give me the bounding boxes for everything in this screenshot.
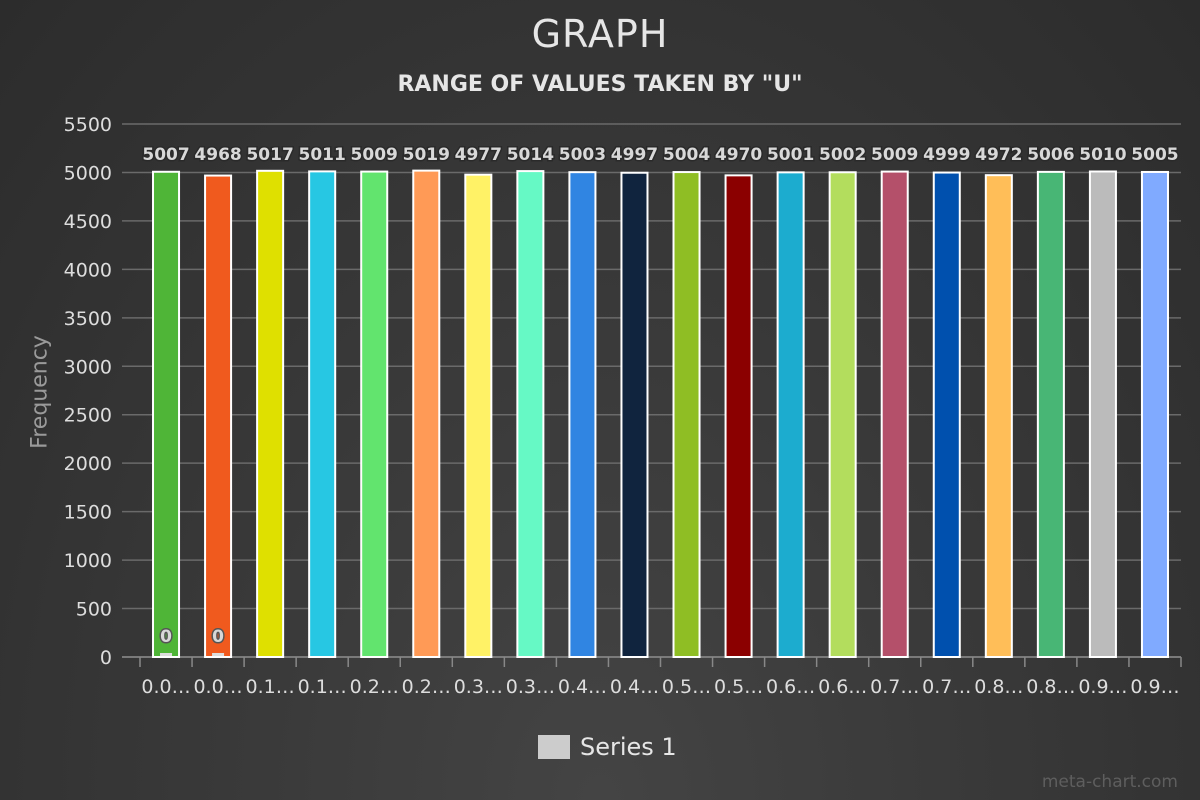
- y-tick-label: 3000: [64, 356, 112, 378]
- y-tick-label: 2500: [64, 405, 112, 427]
- data-label: 5009: [351, 145, 398, 165]
- data-label: 5005: [1131, 145, 1178, 165]
- bar: [464, 173, 493, 659]
- y-tick-label: 1000: [64, 550, 112, 572]
- y-tick-label: 2000: [64, 453, 112, 475]
- legend-swatch: [538, 735, 570, 759]
- x-tick-label: 0.4…: [610, 676, 659, 698]
- x-tick-label: 0.6…: [766, 676, 815, 698]
- y-tick-label: 5000: [64, 162, 112, 184]
- x-tick-label: 0.3…: [454, 676, 503, 698]
- bar: [1036, 170, 1065, 659]
- x-tick-label: 0.9…: [1130, 676, 1179, 698]
- data-label: 5014: [507, 145, 554, 165]
- x-tick-label: 0.0…: [193, 676, 242, 698]
- data-label: 5006: [1027, 145, 1074, 165]
- data-label: 5003: [559, 145, 606, 165]
- bar: [724, 174, 753, 658]
- x-tick-label: 0.8…: [1026, 676, 1075, 698]
- data-label: 5002: [819, 145, 866, 165]
- y-tick-label: 4000: [64, 259, 112, 281]
- zero-marker: [212, 653, 225, 656]
- x-tick-label: 0.1…: [298, 676, 347, 698]
- data-label: 4970: [715, 145, 762, 165]
- zero-data-label: 0: [212, 627, 224, 647]
- bar: [828, 171, 857, 658]
- watermark: meta-chart.com: [1041, 772, 1178, 792]
- x-tick-label: 0.2…: [402, 676, 451, 698]
- x-tick-label: 0.6…: [818, 676, 867, 698]
- x-tick-label: 0.5…: [714, 676, 763, 698]
- x-tick-label: 0.0…: [141, 676, 190, 698]
- bar: [568, 171, 597, 658]
- data-label: 5011: [299, 145, 346, 165]
- y-tick-label: 5500: [64, 114, 112, 136]
- y-tick-label: 0: [100, 647, 112, 669]
- bar: [776, 171, 805, 658]
- data-label: 5017: [246, 145, 293, 165]
- x-tick-label: 0.7…: [922, 676, 971, 698]
- x-tick-label: 0.2…: [350, 676, 399, 698]
- bar: [880, 170, 909, 658]
- data-label: 5009: [871, 145, 918, 165]
- data-label: 4999: [923, 145, 970, 165]
- y-tick-label: 500: [76, 599, 112, 621]
- x-tick-label: 0.4…: [558, 676, 607, 698]
- data-label: 5007: [142, 145, 189, 165]
- bar: [672, 171, 701, 659]
- x-tick-label: 0.3…: [506, 676, 555, 698]
- bar: [1140, 170, 1169, 658]
- zero-marker: [160, 653, 173, 656]
- bar: [1088, 170, 1117, 659]
- x-tick-label: 0.9…: [1078, 676, 1127, 698]
- bar: [620, 171, 649, 658]
- data-label: 4972: [975, 145, 1022, 165]
- chart-title: GRAPH: [531, 12, 669, 56]
- x-tick-label: 0.1…: [246, 676, 295, 698]
- chart-subtitle: RANGE OF VALUES TAKEN BY "U": [397, 72, 803, 97]
- x-tick-label: 0.8…: [974, 676, 1023, 698]
- zero-data-label: 0: [160, 627, 172, 647]
- data-label: 4997: [611, 145, 658, 165]
- bar: [256, 169, 285, 658]
- y-tick-label: 1500: [64, 502, 112, 524]
- bar: [516, 170, 545, 659]
- data-label: 4968: [194, 145, 241, 165]
- bar: [412, 169, 441, 658]
- bar: [984, 174, 1013, 658]
- data-label: 5019: [403, 145, 450, 165]
- x-tick-label: 0.5…: [662, 676, 711, 698]
- x-tick-label: 0.7…: [870, 676, 919, 698]
- y-tick-label: 3500: [64, 308, 112, 330]
- data-label: 5004: [663, 145, 710, 165]
- bar: [360, 170, 389, 658]
- bar: [152, 170, 181, 658]
- data-label: 5001: [767, 145, 814, 165]
- data-label: 5010: [1079, 145, 1126, 165]
- data-label: 4977: [455, 145, 502, 165]
- bar: [932, 171, 961, 658]
- legend-label: Series 1: [580, 733, 677, 761]
- legend[interactable]: Series 1: [538, 733, 677, 761]
- y-tick-label: 4500: [64, 211, 112, 233]
- bar: [204, 174, 233, 658]
- bar: [308, 170, 337, 658]
